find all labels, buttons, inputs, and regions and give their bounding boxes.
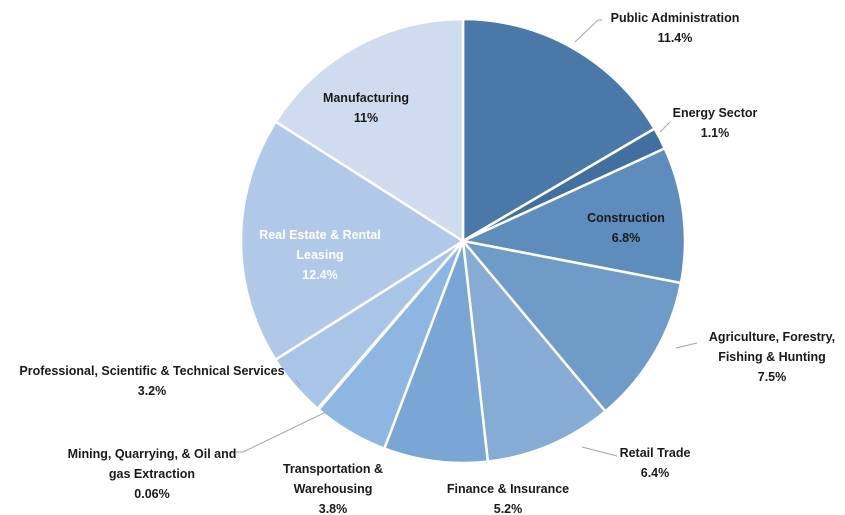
label-name: Energy Sector [672, 106, 758, 120]
label-value: 5.2% [493, 502, 523, 515]
label-value: 3.2% [137, 384, 167, 398]
pie-slice [274, 17, 465, 244]
label-value: 6.4% [640, 466, 670, 480]
data-label: Public Administration 11.4% [580, 8, 770, 48]
label-value: 12.4% [302, 268, 338, 282]
label-name: Agriculture, Forestry, Fishing & Hunting [708, 330, 836, 364]
data-label: Agriculture, Forestry, Fishing & Hunting… [697, 327, 845, 387]
pie-slice [239, 120, 466, 362]
leader-line [295, 379, 301, 387]
data-label: Retail Trade 6.4% [595, 443, 715, 483]
label-value: 1.1% [700, 126, 730, 140]
label-value: 0.06% [134, 487, 170, 501]
label-name: Professional, Scientific & Technical Ser… [19, 364, 285, 378]
data-label: Professional, Scientific & Technical Ser… [2, 361, 302, 401]
data-label: Finance & Insurance 5.2% [428, 479, 588, 515]
leader-line [574, 19, 602, 43]
pie-slice [461, 17, 657, 244]
data-label: Transportation & Warehousing 3.8% [263, 459, 403, 515]
data-label: Construction 6.8% [566, 208, 686, 248]
label-value: 7.5% [757, 370, 787, 384]
label-value: 6.8% [611, 231, 641, 245]
leader-line [236, 411, 327, 453]
leader-line [675, 342, 698, 349]
data-label: Manufacturing 11% [301, 88, 431, 128]
label-value: 11.4% [657, 31, 693, 45]
label-name: Public Administration [610, 11, 740, 25]
label-name: Mining, Quarrying, & Oil and gas Extract… [67, 447, 237, 481]
label-value: 3.8% [318, 502, 348, 515]
label-name: Construction [587, 211, 665, 225]
label-name: Transportation & Warehousing [282, 462, 383, 496]
pie-slice [461, 237, 608, 463]
leader-line [581, 446, 618, 457]
label-name: Real Estate & Rental Leasing [259, 228, 381, 262]
label-name: Manufacturing [322, 91, 410, 105]
pie-slice [458, 146, 687, 285]
label-name: Finance & Insurance [446, 482, 570, 496]
data-label: Real Estate & Rental Leasing 12.4% [245, 225, 395, 285]
leader-line [659, 121, 671, 133]
label-name: Retail Trade [619, 446, 691, 460]
data-label: Energy Sector 1.1% [655, 103, 775, 143]
label-value: 11% [353, 111, 379, 125]
pie-slice [459, 239, 683, 414]
pie-slice [382, 240, 490, 465]
data-label: Mining, Quarrying, & Oil and gas Extract… [57, 444, 247, 504]
